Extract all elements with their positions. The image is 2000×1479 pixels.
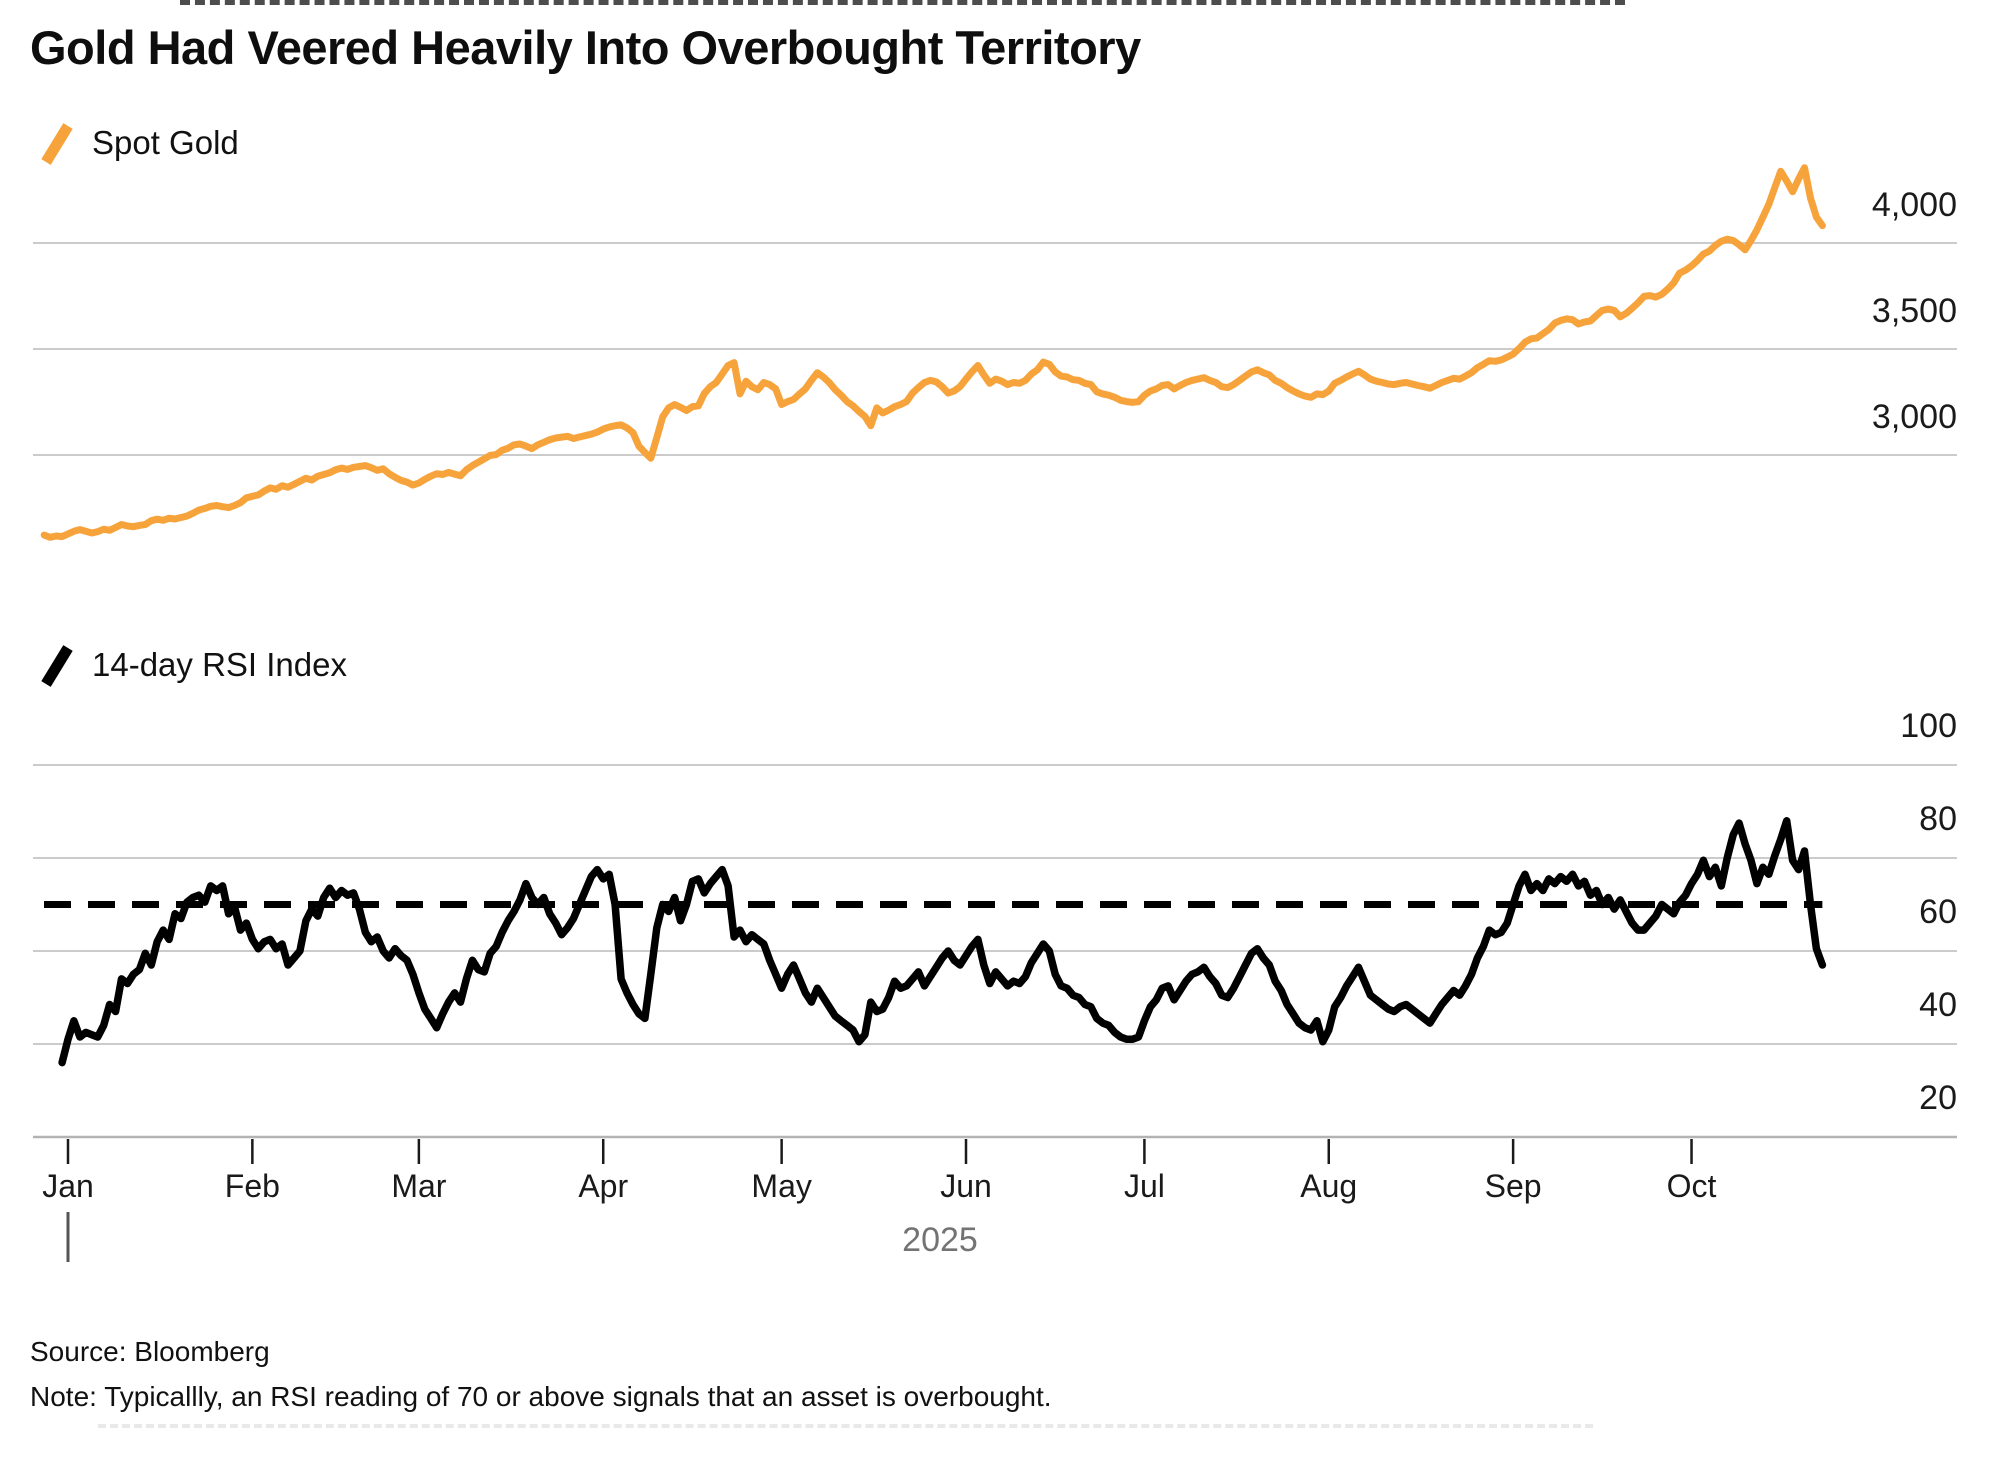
gold-slash-icon [41,123,73,165]
rsi-ytick-label-40: 40 [1919,986,1957,1024]
month-tick-label-Apr: Apr [578,1168,628,1204]
cropped-content-remnant-bottom [98,1424,1593,1428]
legend-rsi-index: 14-day RSI Index [38,642,347,688]
gold-ytick-label-4000: 4,000 [1872,186,1957,224]
source-line: Source: Bloomberg [30,1336,270,1367]
legend-label-spot-gold: Spot Gold [92,124,239,161]
month-tick-label-Jul: Jul [1124,1168,1165,1204]
rsi-legend-slash-icon [41,645,73,687]
year-label: 2025 [902,1221,978,1259]
rsi-ytick-label-100: 100 [1900,707,1957,745]
rsi-ytick-label-60: 60 [1919,893,1957,931]
gold-ytick-label-3000: 3,000 [1872,398,1957,436]
rsi-ytick-label-20: 20 [1919,1079,1957,1117]
spot-gold-legend-slash-icon [41,123,73,165]
cropped-content-remnant-top [180,0,1625,5]
gold-line-series [40,164,1826,541]
legend-spot-gold: Spot Gold [38,120,239,166]
rsi-line-series [58,817,1827,1067]
month-tick-label-Jun: Jun [940,1168,992,1204]
chart-footer: Source: Bloomberg Note: Typicallly, an R… [30,1330,1052,1420]
month-tick-label-May: May [751,1168,811,1204]
month-tick-label-Feb: Feb [225,1168,280,1204]
gold-ytick-label-3500: 3,500 [1872,292,1957,330]
month-tick-label-Aug: Aug [1300,1168,1357,1204]
month-tick-label-Oct: Oct [1667,1168,1717,1204]
rsi-ytick-label-80: 80 [1919,800,1957,838]
legend-label-rsi: 14-day RSI Index [92,646,347,683]
month-tick-label-Jan: Jan [42,1168,94,1204]
chart-title: Gold Had Veered Heavily Into Overbought … [30,21,1141,74]
month-tick-label-Mar: Mar [391,1168,446,1204]
rsi-slash-icon [41,645,73,687]
month-tick-label-Sep: Sep [1485,1168,1542,1204]
note-line: Note: Typicallly, an RSI reading of 70 o… [30,1380,1052,1412]
